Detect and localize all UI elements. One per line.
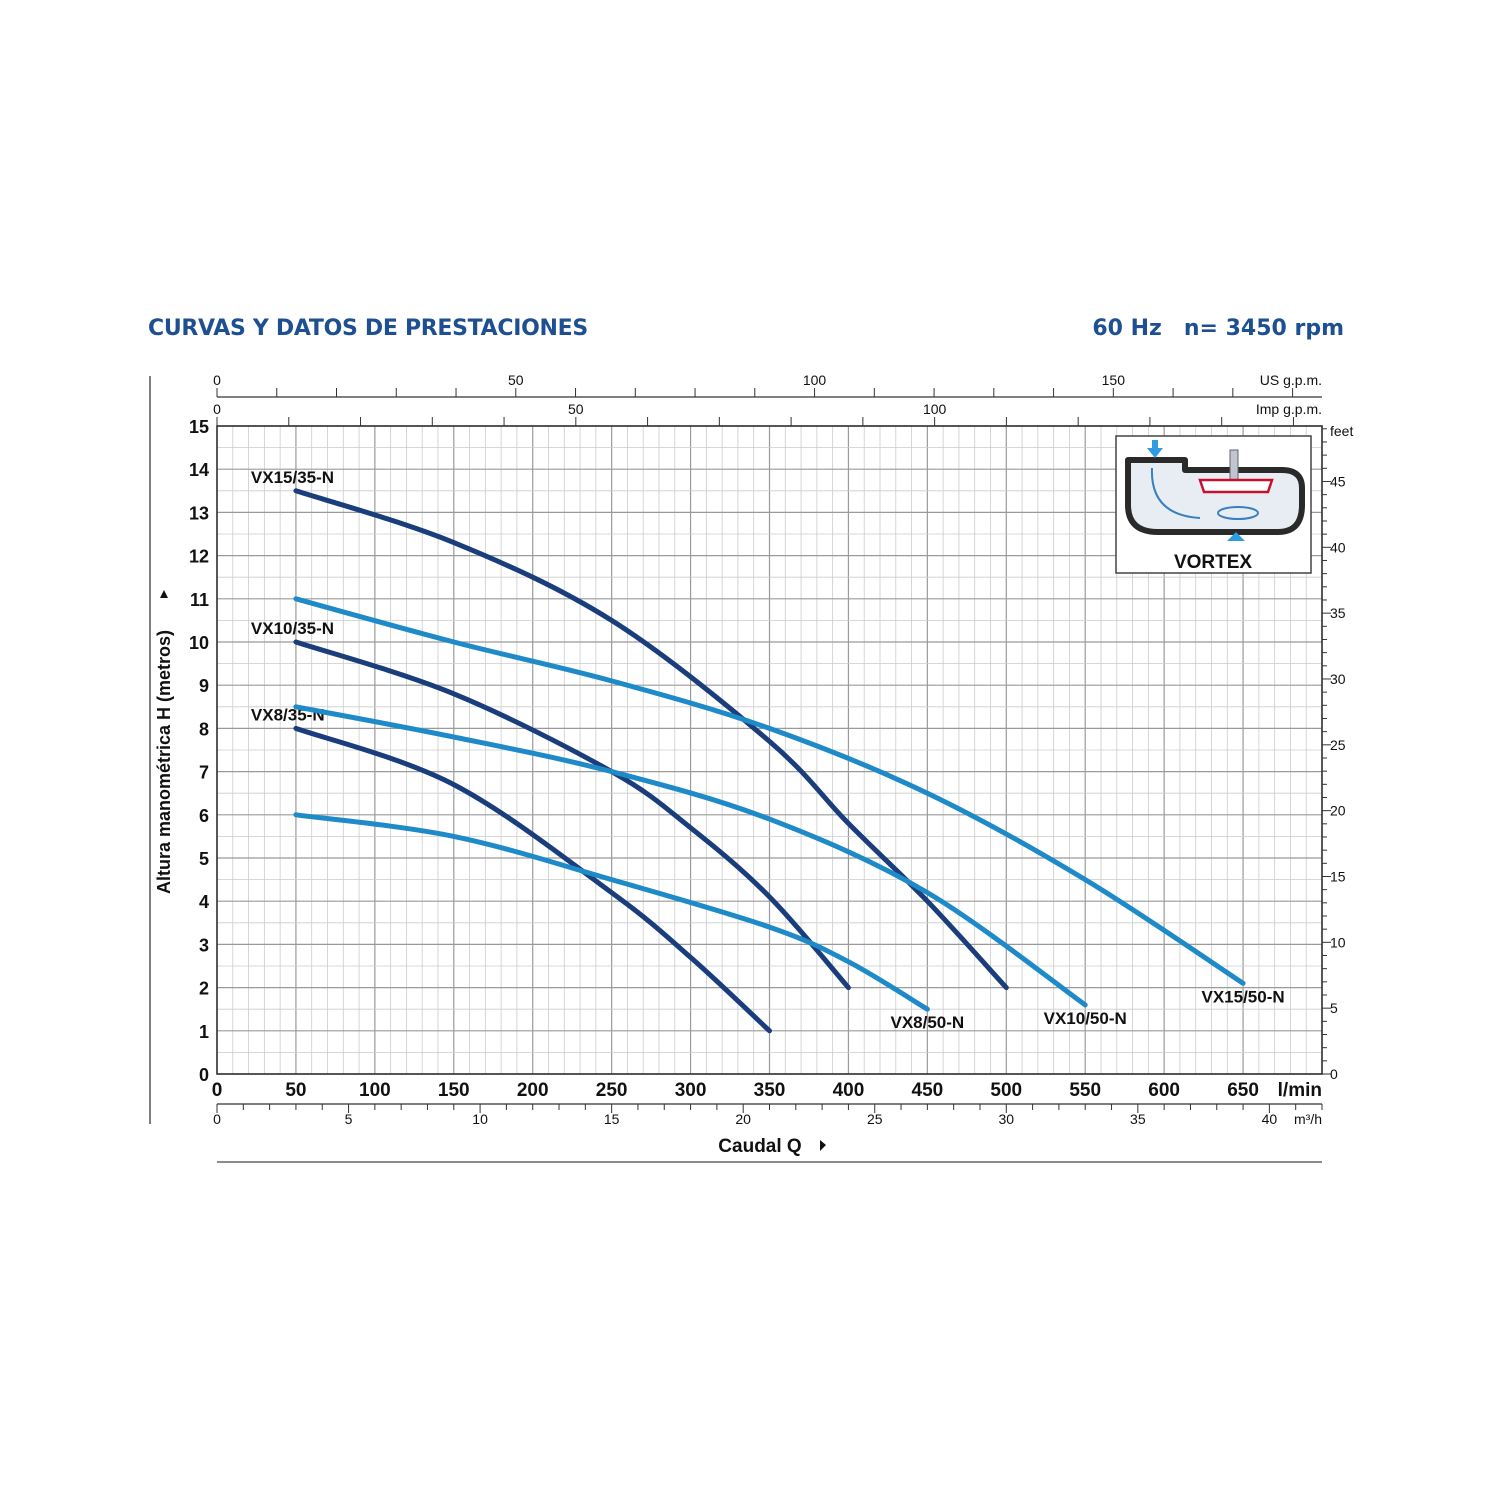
us-gpm-unit-label: US g.p.m. [1260, 372, 1322, 388]
curve-vx8-50-n [293, 812, 930, 1012]
y-tick-label: 13 [189, 503, 209, 523]
vortex-impeller-icon [1125, 440, 1305, 541]
series-label-vx15-35-n: VX15/35-N [251, 468, 334, 487]
us-gpm-tick-label: 150 [1102, 372, 1126, 388]
x-tick-label: 100 [359, 1080, 391, 1101]
series-label-vx10-50-n: VX10/50-N [1044, 1009, 1127, 1028]
x-axis-title: Caudal Q [718, 1136, 801, 1157]
y-tick-label: 5 [199, 849, 209, 869]
feet-tick-label: 0 [1330, 1066, 1338, 1082]
y-axis-arrow-icon [160, 590, 168, 598]
x-unit-label: l/min [1278, 1080, 1322, 1101]
feet-tick-label: 10 [1330, 934, 1346, 950]
series-label-vx8-50-n: VX8/50-N [891, 1013, 965, 1032]
m3h-tick-label: 15 [604, 1111, 620, 1127]
x-tick-label: 150 [438, 1080, 470, 1101]
curve-vx15-35-n [293, 488, 1009, 991]
x-tick-label: 50 [285, 1080, 306, 1101]
y-tick-label: 8 [199, 719, 209, 739]
m3h-unit-label: m³/h [1294, 1111, 1322, 1127]
series-label-vx10-35-n: VX10/35-N [251, 619, 334, 638]
x-tick-label: 0 [212, 1080, 223, 1101]
feet-tick-label: 15 [1330, 868, 1346, 884]
vortex-label: VORTEX [1174, 552, 1252, 573]
us-gpm-tick-label: 0 [213, 372, 221, 388]
y-tick-label: 2 [199, 979, 209, 999]
x-axis-arrow-icon [820, 1140, 826, 1151]
x-tick-label: 400 [833, 1080, 865, 1101]
m3h-tick-label: 5 [345, 1111, 353, 1127]
feet-tick-label: 30 [1330, 671, 1346, 687]
m3h-tick-label: 0 [213, 1111, 221, 1127]
curve-vx10-50-n [293, 704, 1088, 1008]
m3h-tick-label: 30 [998, 1111, 1014, 1127]
y-axis-title: Altura manométrica H (metros) [154, 630, 174, 894]
curve-vx10-35-n [293, 639, 851, 991]
y-tick-label: 15 [189, 417, 209, 437]
feet-unit-label: feet [1330, 423, 1353, 439]
y-tick-label: 3 [199, 935, 209, 955]
x-tick-label: 250 [596, 1080, 628, 1101]
y-tick-label: 11 [190, 590, 209, 610]
m3h-tick-label: 10 [472, 1111, 488, 1127]
x-tick-label: 450 [912, 1080, 944, 1101]
plot-frame [216, 425, 1323, 1075]
x-tick-label: 650 [1227, 1080, 1259, 1101]
x-tick-label: 550 [1069, 1080, 1101, 1101]
curve-vx8-35-n [293, 725, 772, 1034]
feet-tick-label: 45 [1330, 473, 1346, 489]
series-curves: VX15/35-NVX10/35-NVX8/35-NVX15/50-NVX10/… [251, 468, 1285, 1034]
curve-vx15-50-n [293, 596, 1246, 986]
y-tick-label: 0 [199, 1065, 209, 1085]
page-title: CURVAS Y DATOS DE PRESTACIONES [148, 316, 588, 341]
m3h-tick-label: 20 [735, 1111, 751, 1127]
x-tick-label: 200 [517, 1080, 549, 1101]
feet-tick-label: 40 [1330, 539, 1346, 555]
operating-conditions: 60 Hz n= 3450 rpm [1070, 316, 1344, 341]
y-tick-label: 12 [189, 547, 209, 567]
m3h-tick-label: 40 [1262, 1111, 1278, 1127]
feet-tick-label: 25 [1330, 737, 1346, 753]
x-tick-label: 350 [754, 1080, 786, 1101]
us-gpm-tick-label: 50 [508, 372, 524, 388]
feet-tick-label: 5 [1330, 1000, 1338, 1016]
imp-gpm-tick-label: 50 [568, 401, 584, 417]
frequency-label: 60 Hz [1092, 316, 1162, 341]
y-tick-label: 6 [199, 806, 209, 826]
y-tick-label: 14 [189, 460, 209, 480]
m3h-tick-label: 25 [867, 1111, 883, 1127]
y-tick-label: 7 [199, 763, 209, 783]
x-tick-label: 500 [990, 1080, 1022, 1101]
y-tick-label: 1 [199, 1022, 209, 1042]
imp-gpm-tick-label: 100 [923, 401, 947, 417]
feet-tick-label: 35 [1330, 605, 1346, 621]
us-gpm-tick-label: 100 [803, 372, 827, 388]
y-tick-label: 9 [199, 676, 209, 696]
speed-label: n= 3450 rpm [1183, 316, 1344, 341]
series-label-vx15-50-n: VX15/50-N [1201, 987, 1284, 1006]
y-tick-label: 4 [199, 892, 209, 912]
vortex-inset: VORTEX [1115, 435, 1312, 574]
x-tick-label: 600 [1148, 1080, 1180, 1101]
x-tick-label: 300 [675, 1080, 707, 1101]
grid [216, 425, 1323, 1075]
y-tick-label: 10 [189, 633, 209, 653]
imp-gpm-tick-label: 0 [213, 401, 221, 417]
feet-tick-label: 20 [1330, 803, 1346, 819]
m3h-tick-label: 35 [1130, 1111, 1146, 1127]
imp-gpm-unit-label: Imp g.p.m. [1256, 401, 1322, 417]
